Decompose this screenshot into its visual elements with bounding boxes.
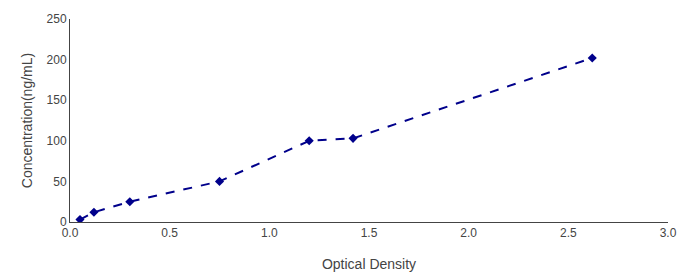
svg-text:50: 50 <box>53 175 67 189</box>
svg-text:Optical Density: Optical Density <box>322 256 416 272</box>
svg-text:2.5: 2.5 <box>560 226 577 240</box>
svg-text:1.5: 1.5 <box>361 226 378 240</box>
svg-text:150: 150 <box>47 93 67 107</box>
svg-text:Concentration(ng/mL): Concentration(ng/mL) <box>19 53 35 188</box>
svg-text:1.0: 1.0 <box>261 226 278 240</box>
svg-text:0.5: 0.5 <box>161 226 178 240</box>
svg-text:200: 200 <box>47 53 67 67</box>
svg-text:100: 100 <box>47 134 67 148</box>
svg-text:0: 0 <box>60 215 67 229</box>
svg-text:3.0: 3.0 <box>660 226 677 240</box>
svg-text:0.0: 0.0 <box>62 226 79 240</box>
svg-text:2.0: 2.0 <box>460 226 477 240</box>
svg-text:250: 250 <box>47 12 67 26</box>
